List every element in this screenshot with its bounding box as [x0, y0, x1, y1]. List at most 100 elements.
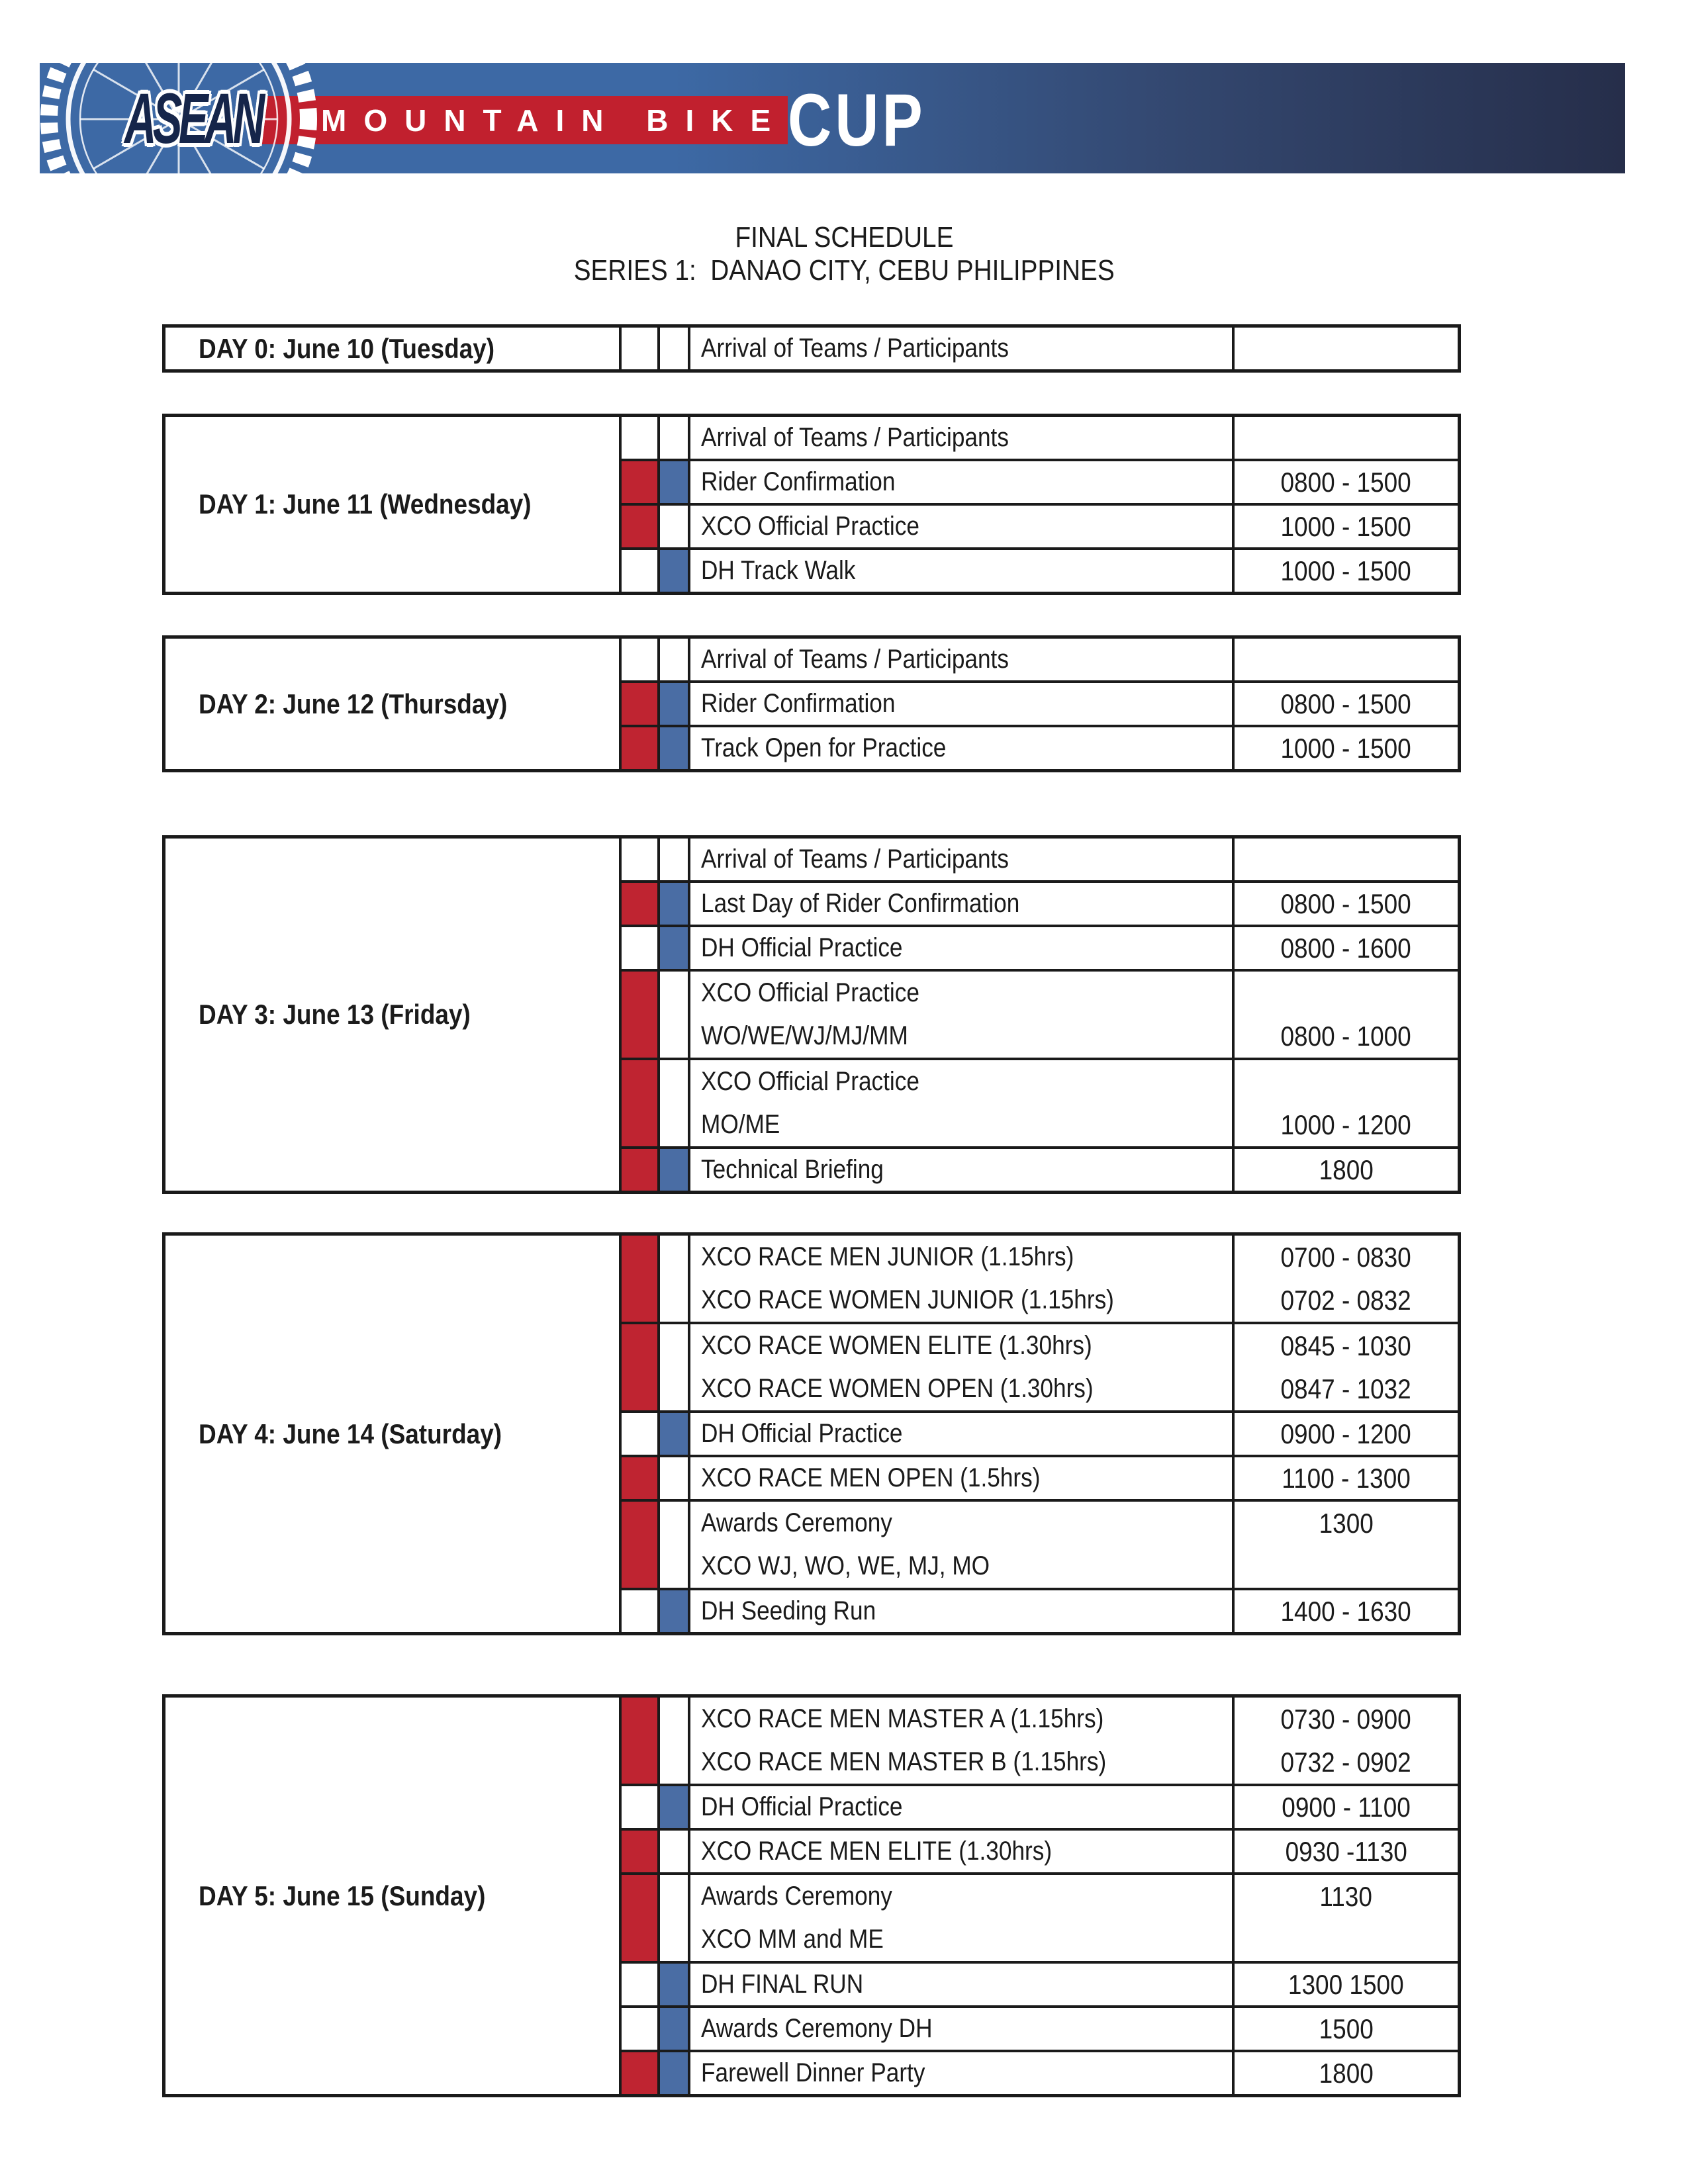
xco-marker-cell [622, 328, 657, 369]
activity-line: Awards Ceremony [690, 1875, 1232, 1918]
time-text: 0800 - 1500 [1280, 887, 1412, 919]
dh-marker-cell [660, 1875, 688, 1961]
activity-line: Awards Ceremony DH [690, 2008, 1232, 2050]
time-cell: 1000 - 1200 [1235, 1060, 1458, 1146]
activity-cell: XCO RACE MEN ELITE (1.30hrs) [690, 1831, 1232, 1872]
dh-marker-cell [660, 2008, 688, 2050]
activity-line: XCO Official Practice [690, 1060, 1232, 1103]
activity-text: DH Official Practice [701, 933, 903, 962]
day-cell: DAY 5: June 15 (Sunday) [165, 1698, 619, 2094]
title-line-1: FINAL SCHEDULE [735, 221, 953, 253]
time-line [1235, 1060, 1458, 1103]
day-block: DAY 3: June 13 (Friday) Arrival of Teams … [162, 835, 1461, 1194]
activity-text: XCO WJ, WO, WE, MJ, MO [701, 1551, 990, 1580]
time-cell: 0800 - 1600 [1235, 927, 1458, 969]
time-cell: 0700 - 0830 0702 - 0832 [1235, 1236, 1458, 1322]
time-line [1235, 1918, 1458, 1961]
activity-line: XCO Official Practice [690, 972, 1232, 1015]
time-line: 0800 - 1000 [1235, 1015, 1458, 1058]
time-cell [1235, 328, 1458, 369]
dh-marker-cell [660, 550, 688, 592]
time-text: 0800 - 1500 [1280, 466, 1412, 498]
time-line [1235, 639, 1458, 680]
xco-marker-cell [622, 683, 657, 725]
time-cell: 1400 - 1630 [1235, 1590, 1458, 1632]
xco-marker-cell [622, 417, 657, 459]
day-block: DAY 1: June 11 (Wednesday) Arrival of Tea… [162, 414, 1461, 595]
time-line: 0800 - 1500 [1235, 683, 1458, 725]
activity-text: MO/ME [701, 1110, 780, 1139]
time-line: 1000 - 1200 [1235, 1103, 1458, 1146]
activity-text: Rider Confirmation [701, 467, 896, 496]
time-cell: 0800 - 1500 [1235, 883, 1458, 925]
activity-line: XCO WJ, WO, WE, MJ, MO [690, 1545, 1232, 1588]
time-text: 1000 - 1500 [1280, 732, 1412, 764]
asean-logo: ASEAN [124, 63, 345, 173]
xco-marker-cell [622, 506, 657, 547]
time-line: 1000 - 1500 [1235, 550, 1458, 592]
xco-marker-cell [622, 1502, 657, 1588]
time-text: 1800 [1319, 1154, 1374, 1185]
time-cell: 0900 - 1200 [1235, 1413, 1458, 1455]
dh-marker-cell [660, 1457, 688, 1499]
time-cell: 0730 - 0900 0732 - 0902 [1235, 1698, 1458, 1784]
activity-text: Arrival of Teams / Participants [701, 334, 1009, 363]
xco-marker-cell [622, 927, 657, 969]
activity-line: Arrival of Teams / Participants [690, 328, 1232, 369]
dh-marker-cell [660, 683, 688, 725]
activity-text: Farewell Dinner Party [701, 2058, 925, 2087]
activity-line: XCO RACE MEN ELITE (1.30hrs) [690, 1831, 1232, 1872]
time-line: 1300 [1235, 1502, 1458, 1545]
time-cell: 1000 - 1500 [1235, 506, 1458, 547]
dh-marker-cell [660, 1964, 688, 2005]
xco-marker-cell [622, 1698, 657, 1784]
time-line: 0845 - 1030 [1235, 1324, 1458, 1367]
dh-marker-cell [660, 1324, 688, 1410]
activity-cell: Arrival of Teams / Participants [690, 839, 1232, 880]
activity-text: Awards Ceremony DH [701, 2014, 933, 2043]
dh-marker-cell [660, 727, 688, 769]
bike-wheel-icon [40, 63, 317, 173]
activity-text: Track Open for Practice [701, 733, 947, 762]
time-line: 0800 - 1600 [1235, 927, 1458, 969]
time-cell: 0900 - 1100 [1235, 1786, 1458, 1828]
activity-line: XCO RACE WOMEN ELITE (1.30hrs) [690, 1324, 1232, 1367]
dh-marker-cell [660, 1502, 688, 1588]
dh-marker-cell [660, 639, 688, 680]
activity-cell: DH Seeding Run [690, 1590, 1232, 1632]
xco-marker-cell [622, 972, 657, 1058]
time-cell: 1300 1500 [1235, 1964, 1458, 2005]
time-cell: 1800 [1235, 1149, 1458, 1191]
activity-text: Technical Briefing [701, 1155, 884, 1184]
activity-cell: Last Day of Rider Confirmation [690, 883, 1232, 925]
time-line: 0732 - 0902 [1235, 1741, 1458, 1784]
activity-cell: DH Official Practice [690, 927, 1232, 969]
activity-line: Rider Confirmation [690, 461, 1232, 503]
activity-cell: Rider Confirmation [690, 461, 1232, 503]
time-line: 1000 - 1500 [1235, 727, 1458, 769]
activity-cell: DH FINAL RUN [690, 1964, 1232, 2005]
xco-marker-cell [622, 550, 657, 592]
activity-text: Arrival of Teams / Participants [701, 423, 1009, 452]
dh-marker-cell [660, 417, 688, 459]
document-title: FINAL SCHEDULE SERIES 1: DANAO CITY, CEB… [0, 221, 1688, 287]
time-text: 0930 -1130 [1285, 1835, 1407, 1867]
day-label: DAY 1: June 11 (Wednesday) [199, 488, 532, 520]
time-line [1235, 839, 1458, 880]
xco-marker-cell [622, 839, 657, 880]
activity-cell: DH Official Practice [690, 1786, 1232, 1828]
activity-text: DH FINAL RUN [701, 1970, 864, 1999]
xco-marker-cell [622, 639, 657, 680]
xco-marker-cell [622, 2052, 657, 2094]
time-cell: 1000 - 1500 [1235, 727, 1458, 769]
activity-line: DH Seeding Run [690, 1590, 1232, 1632]
activity-line: Arrival of Teams / Participants [690, 839, 1232, 880]
activity-cell: Awards Ceremony XCO WJ, WO, WE, MJ, MO [690, 1502, 1232, 1588]
time-cell: 1100 - 1300 [1235, 1457, 1458, 1499]
activity-text: DH Official Practice [701, 1792, 903, 1821]
day-label: DAY 0: June 10 (Tuesday) [199, 332, 495, 364]
time-text: 0732 - 0902 [1280, 1746, 1412, 1778]
time-cell [1235, 417, 1458, 459]
activity-line: WO/WE/WJ/MJ/MM [690, 1015, 1232, 1058]
time-text: 0800 - 1000 [1280, 1020, 1412, 1052]
